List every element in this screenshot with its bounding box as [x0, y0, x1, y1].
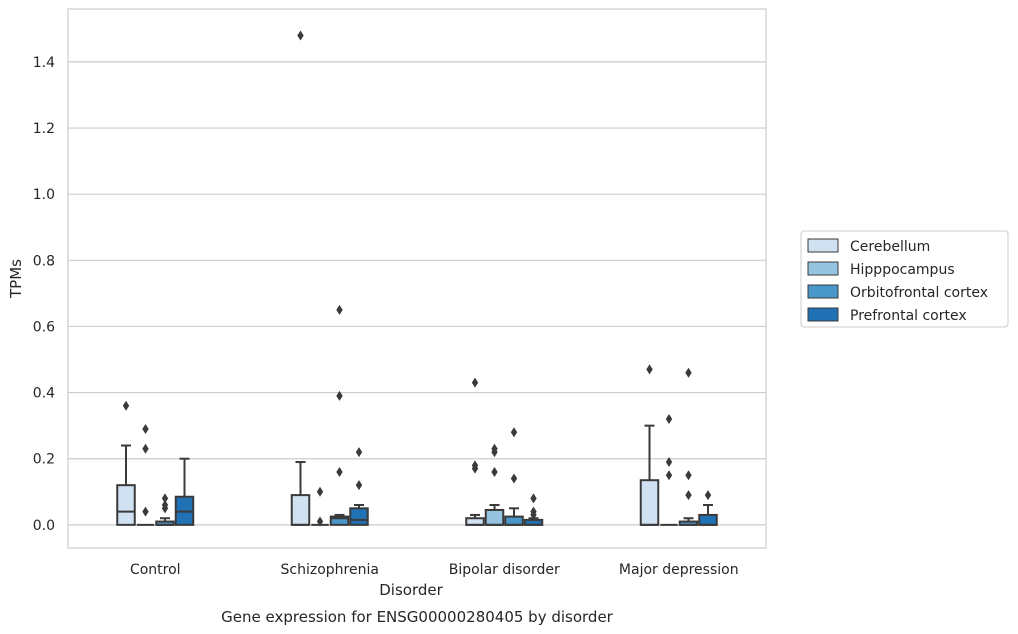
outlier-point: [336, 466, 343, 477]
x-tick-label: Control: [130, 562, 181, 578]
legend-frame: [800, 230, 1009, 328]
outlier-point: [336, 304, 343, 315]
outlier-point: [355, 480, 363, 491]
chart-title: Gene expression for ENSG00000280405 by d…: [221, 608, 614, 626]
box-3-1: [660, 414, 678, 526]
legend-swatch: [807, 307, 839, 322]
legend-swatch: [807, 284, 839, 299]
box-body: [504, 515, 524, 526]
y-tick-label: 1.2: [33, 121, 55, 137]
box-1-3: [349, 447, 369, 526]
box-0-1: [136, 423, 155, 526]
outlier-point: [297, 30, 304, 41]
outlier-point: [142, 443, 149, 454]
outlier-point: [336, 390, 343, 401]
y-tick-label: 0.2: [33, 452, 55, 468]
outlier-point: [471, 377, 479, 388]
box-0-0: [116, 400, 136, 526]
box-body: [349, 507, 369, 526]
box-1-2: [329, 304, 350, 526]
outlier-point: [471, 460, 479, 471]
outlier-point: [704, 490, 712, 501]
legend-label: Prefrontal cortex: [850, 308, 967, 324]
outlier-point: [685, 367, 692, 378]
box-0-2: [155, 493, 175, 526]
y-tick-label: 0.8: [33, 253, 55, 269]
y-tick-label: 0.4: [33, 386, 55, 402]
box-2-2: [504, 427, 524, 526]
y-axis-title: TPMs: [7, 259, 25, 299]
box-2-3: [523, 493, 544, 526]
plot-area-frame: [67, 8, 767, 549]
outlier-point: [161, 500, 169, 511]
x-tick-label: Bipolar disorder: [449, 562, 560, 578]
outlier-point: [510, 473, 518, 484]
outlier-point: [685, 470, 692, 481]
outlier-point: [491, 443, 498, 454]
legend: Cerebellum Hipppocampus Orbitofrontal cort…: [800, 230, 1009, 328]
y-tick-label: 1.4: [33, 55, 55, 71]
outlier-point: [685, 490, 692, 501]
box-1-0: [290, 30, 311, 526]
outlier-point: [491, 466, 498, 477]
outlier-point: [665, 457, 673, 468]
outlier-point: [646, 364, 653, 375]
box-3-0: [639, 364, 660, 526]
outlier-point: [316, 486, 324, 497]
outlier-point: [142, 506, 149, 517]
box-2-0: [465, 377, 485, 526]
outlier-point: [530, 506, 537, 517]
legend-swatch: [807, 261, 839, 276]
legend-label: Hipppocampus: [850, 262, 955, 278]
box-body: [290, 494, 311, 526]
x-tick-label: Schizophrenia: [281, 562, 379, 578]
box-body: [484, 508, 505, 526]
outlier-point: [665, 470, 673, 481]
y-tick-label: 0.0: [33, 518, 55, 534]
box-body: [639, 479, 660, 526]
box-0-3: [174, 457, 195, 526]
x-tick-label: Major depression: [619, 562, 739, 578]
y-axis-ticks: 0.0 0.2 0.4 0.6 0.8 1.0 1.2 1.4: [33, 55, 55, 534]
outlier-point: [122, 400, 130, 411]
outlier-point: [530, 493, 537, 504]
legend-swatch: [807, 238, 839, 253]
box-1-1: [311, 486, 329, 527]
outlier-point: [665, 414, 673, 425]
outlier-point: [316, 516, 324, 527]
y-tick-label: 1.0: [33, 187, 55, 203]
box-body: [329, 515, 350, 526]
legend-label: Cerebellum: [850, 239, 930, 255]
x-axis-title: Disorder: [379, 581, 443, 599]
legend-label: Orbitofrontal cortex: [850, 285, 988, 301]
box-body: [698, 513, 718, 526]
box-3-2: [678, 367, 699, 526]
y-tick-label: 0.6: [33, 319, 55, 335]
box-body: [116, 484, 136, 526]
outlier-point: [510, 427, 518, 438]
box-3-3: [698, 490, 718, 526]
grid-lines: [68, 61, 766, 526]
box-2-1: [484, 443, 505, 526]
outlier-point: [142, 423, 149, 434]
outlier-point: [161, 493, 169, 504]
boxes: [116, 30, 718, 527]
outlier-point: [355, 447, 363, 458]
x-axis-ticks: Control Schizophrenia Bipolar disorder Majo…: [130, 562, 739, 578]
